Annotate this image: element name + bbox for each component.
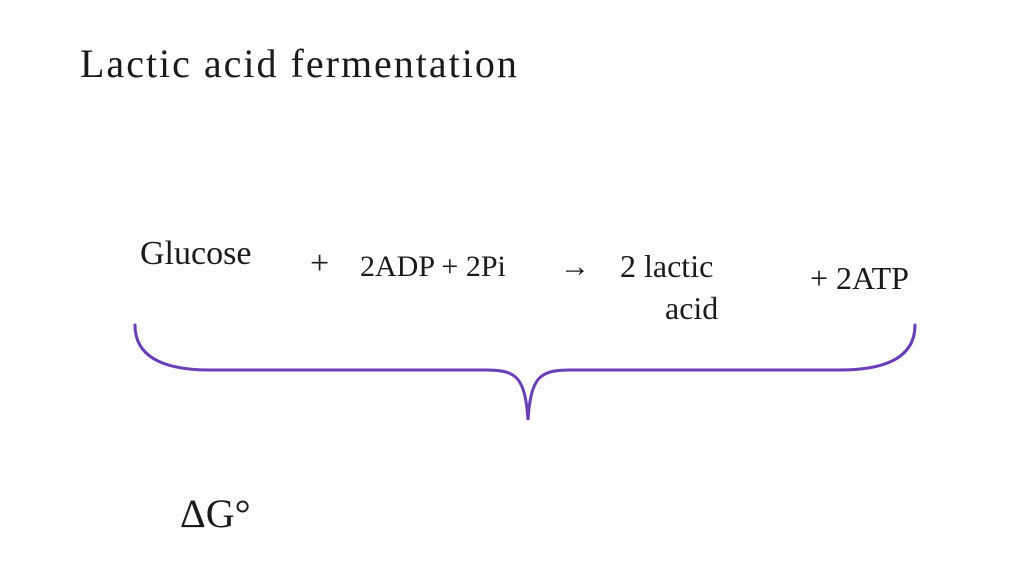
title-text: Lactic acid fermentation	[80, 40, 519, 87]
curly-brace	[130, 320, 920, 430]
eq-arrow: →	[560, 250, 590, 284]
diagram-canvas: Lactic acid fermentation Glucose + 2ADP …	[0, 0, 1024, 576]
delta-g-text: ΔG°	[180, 490, 251, 537]
eq-atp: + 2ATP	[810, 260, 909, 297]
eq-adp-pi: 2ADP + 2Pi	[360, 250, 506, 284]
eq-lactic: 2 lactic	[620, 248, 713, 285]
eq-plus-1: +	[310, 245, 329, 283]
eq-glucose: Glucose	[140, 235, 251, 273]
